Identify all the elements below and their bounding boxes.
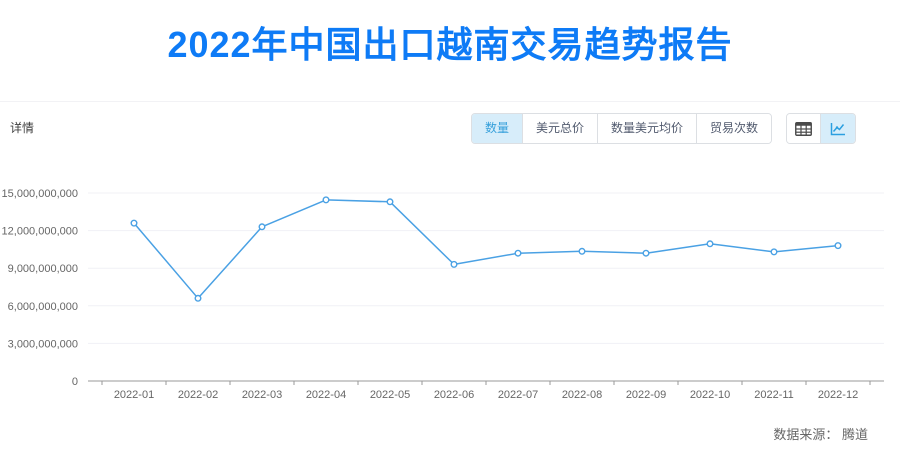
- table-icon: [795, 121, 812, 136]
- svg-text:3,000,000,000: 3,000,000,000: [8, 338, 78, 350]
- view-toggle-group: [786, 113, 856, 144]
- svg-text:9,000,000,000: 9,000,000,000: [8, 263, 78, 275]
- svg-text:2022-05: 2022-05: [370, 389, 410, 401]
- svg-text:15,000,000,000: 15,000,000,000: [2, 188, 78, 200]
- chart-toolbar: 详情 数量 美元总价 数量美元均价 贸易次数: [0, 113, 900, 144]
- y-axis-labels: 0 3,000,000,000 6,000,000,000 9,000,000,000…: [2, 188, 78, 388]
- tab-trade-count[interactable]: 贸易次数: [696, 114, 771, 143]
- tab-quantity[interactable]: 数量: [471, 114, 523, 143]
- svg-text:2022-12: 2022-12: [818, 389, 858, 401]
- chart-view-button[interactable]: [821, 114, 855, 143]
- metric-tab-group: 数量 美元总价 数量美元均价 贸易次数: [470, 113, 772, 144]
- svg-text:2022-02: 2022-02: [178, 389, 218, 401]
- svg-text:2022-08: 2022-08: [562, 389, 602, 401]
- svg-text:2022-06: 2022-06: [434, 389, 474, 401]
- svg-text:2022-11: 2022-11: [754, 389, 794, 401]
- section-label: 详情: [10, 121, 35, 135]
- data-source-label: 数据来源： 腾道: [773, 427, 868, 442]
- svg-text:12,000,000,000: 12,000,000,000: [2, 226, 78, 238]
- svg-text:2022-09: 2022-09: [626, 389, 666, 401]
- svg-text:2022-07: 2022-07: [498, 389, 538, 401]
- svg-text:2022-03: 2022-03: [242, 389, 282, 401]
- svg-text:2022-01: 2022-01: [114, 389, 154, 401]
- tab-quantity-usd-avg[interactable]: 数量美元均价: [597, 114, 697, 143]
- svg-text:2022-04: 2022-04: [306, 389, 346, 401]
- trend-line-chart[interactable]: 0 3,000,000,000 6,000,000,000 9,000,000,000…: [0, 160, 900, 410]
- page-title: 2022年中国出口越南交易趋势报告: [167, 24, 733, 65]
- x-axis: [88, 380, 884, 385]
- svg-text:0: 0: [72, 376, 78, 388]
- tab-usd-total[interactable]: 美元总价: [522, 114, 598, 143]
- report-header: 2022年中国出口越南交易趋势报告: [0, 0, 900, 102]
- table-view-button[interactable]: [787, 114, 821, 143]
- svg-text:2022-10: 2022-10: [690, 389, 730, 401]
- series-line: [130, 196, 842, 302]
- svg-text:6,000,000,000: 6,000,000,000: [8, 301, 78, 313]
- x-axis-labels: 2022-01 2022-02 2022-03 2022-04 2022-05 2022-…: [114, 389, 858, 401]
- y-gridlines: [88, 192, 884, 344]
- line-chart-icon: [830, 122, 846, 136]
